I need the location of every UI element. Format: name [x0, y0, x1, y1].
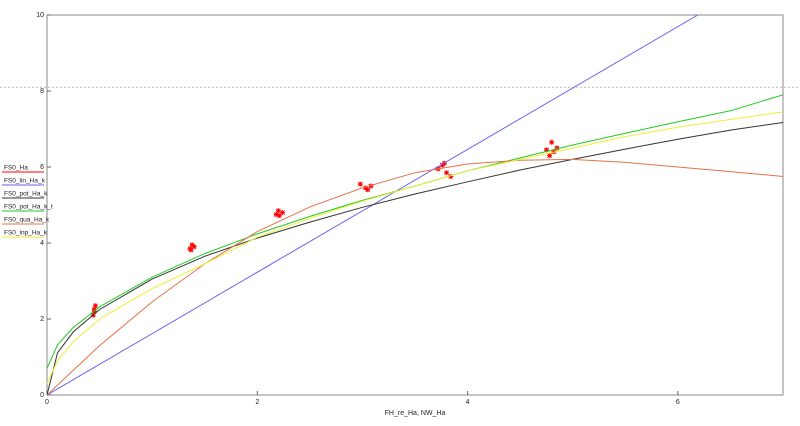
x-tick-label: 0	[45, 399, 49, 406]
data-point	[554, 145, 560, 151]
data-point	[363, 185, 369, 191]
series-line	[47, 111, 783, 384]
data-point	[188, 247, 194, 253]
y-tick-label: 2	[40, 316, 44, 323]
data-point	[275, 208, 281, 214]
data-point	[365, 187, 371, 193]
y-tick-label: 8	[40, 88, 44, 95]
data-point	[189, 242, 195, 248]
y-tick-label: 4	[40, 240, 44, 247]
x-axis-label: FH_re_Ha, NW_Ha	[385, 410, 446, 417]
data-point	[92, 303, 98, 309]
legend-text: FS0_Ha	[4, 165, 28, 172]
plot-frame	[46, 14, 784, 396]
x-tick-label: 2	[255, 399, 259, 406]
series-line	[47, 94, 783, 369]
legend-text: FS0_lin_Ha_k	[4, 178, 46, 185]
data-point	[547, 153, 553, 159]
x-tick-label: 4	[466, 399, 470, 406]
data-point	[439, 162, 445, 168]
data-point	[444, 170, 450, 176]
y-tick-label: 10	[36, 12, 44, 19]
y-tick-label: 0	[40, 392, 44, 399]
legend-text: FS0_qua_Ha_k	[4, 217, 50, 224]
legend-text: FS0_lnp_Ha_k	[4, 230, 48, 237]
y-tick-label: 6	[40, 164, 44, 171]
data-point	[448, 174, 454, 179]
data-point	[276, 213, 282, 219]
data-point	[357, 181, 363, 187]
data-point	[543, 147, 549, 153]
legend-text: FS0_pot_Ha_k	[4, 191, 48, 198]
series-line	[47, 122, 783, 395]
x-tick-label: 6	[676, 399, 680, 406]
data-point	[549, 139, 555, 145]
legend-text: FS0_pot_Ha_k_t	[4, 204, 53, 211]
series-line	[47, 158, 783, 395]
data-point	[273, 212, 279, 217]
